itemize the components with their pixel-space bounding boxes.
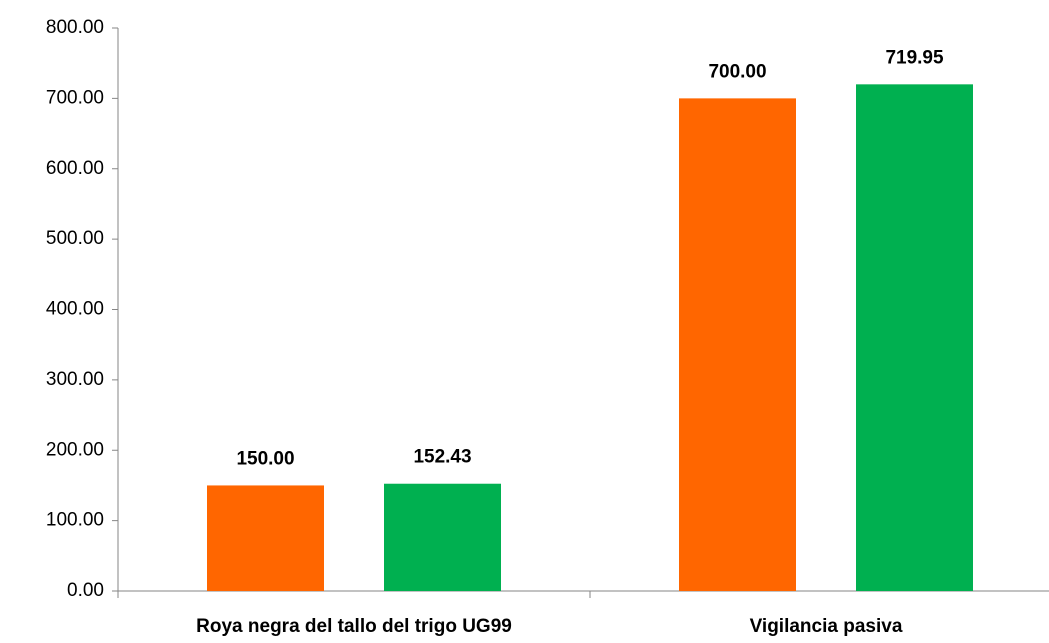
value-label: 719.95 <box>885 47 944 68</box>
x-tick-label: Vigilancia pasiva <box>750 616 903 637</box>
x-tick-label: Roya negra del tallo del trigo UG99 <box>196 616 512 637</box>
bar <box>679 98 796 591</box>
y-tick-label: 800.00 <box>46 17 104 38</box>
y-tick-label: 400.00 <box>46 299 104 320</box>
bar <box>384 483 501 591</box>
bar <box>856 84 973 591</box>
y-tick-label: 600.00 <box>46 158 104 179</box>
y-tick-label: 0.00 <box>67 580 104 601</box>
y-tick-label: 200.00 <box>46 439 104 460</box>
value-label: 150.00 <box>236 448 294 469</box>
y-tick-label: 300.00 <box>46 369 104 390</box>
y-tick-label: 100.00 <box>46 510 104 531</box>
y-tick-label: 700.00 <box>46 87 104 108</box>
value-label: 700.00 <box>708 61 766 82</box>
y-tick-label: 500.00 <box>46 228 104 249</box>
value-label: 152.43 <box>413 447 471 468</box>
bar <box>207 485 324 591</box>
